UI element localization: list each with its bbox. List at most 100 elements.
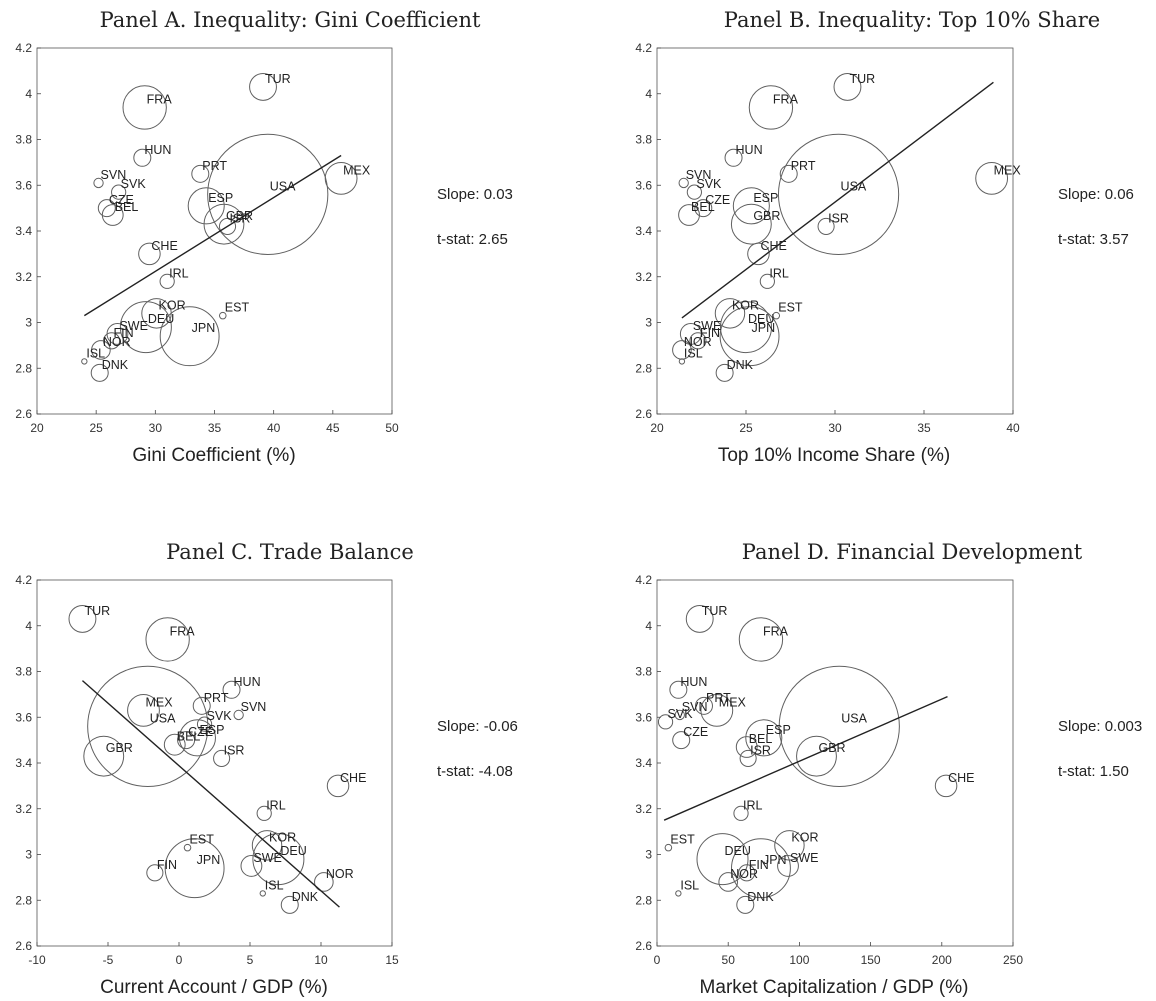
panel-d-slope-text: Slope: 0.003 (1058, 718, 1142, 735)
panel-c-title: Panel C. Trade Balance (166, 540, 414, 564)
point-label-prt: PRT (706, 691, 731, 705)
panel-d-x-tick-label: 0 (654, 953, 661, 967)
bubble-jpn (719, 306, 780, 367)
bubble-isl (675, 890, 682, 897)
point-label-svn: SVN (101, 168, 127, 182)
panel-b-y-tick-label: 3.4 (635, 224, 652, 238)
point-label-prt: PRT (204, 691, 229, 705)
panel-b-x-tick-label: 40 (1006, 421, 1020, 435)
point-label-swe: SWE (119, 319, 147, 333)
panel-b-x-tick-label: 25 (739, 421, 753, 435)
panel-a-title: Panel A. Inequality: Gini Coefficient (100, 8, 481, 32)
bubble-isl (81, 358, 88, 365)
bubble-deu (720, 301, 772, 354)
panel-a-x-tick-label: 50 (385, 421, 399, 435)
panel-c-y-tick-label: 4.2 (15, 573, 32, 587)
point-label-cze: CZE (705, 193, 730, 207)
panel-c-x-tick-label: 5 (247, 953, 254, 967)
point-label-isl: ISL (680, 878, 699, 892)
bubble-fra (738, 617, 784, 662)
panel-d-y-tick-label: 2.8 (635, 893, 652, 907)
panel-c-marks: -10 -5 0 5 10 15 2.6 2.8 3 3.2 3.4 3.6 3.8 4 4.2 TUR FRA… (15, 573, 399, 967)
bubble-jpn (159, 306, 220, 367)
panel-c: Panel C. Trade Balance -10 -5 0 5 10 15 2.6 2.8… (15, 540, 518, 998)
point-label-swe: SWE (253, 851, 281, 865)
panel-c-y-tick-label: 3.4 (15, 756, 32, 770)
point-label-isr: ISR (224, 743, 245, 757)
panel-c-x-tick-label: 15 (385, 953, 399, 967)
panel-d-title: Panel D. Financial Development (742, 540, 1083, 564)
bubble-svn (93, 177, 104, 189)
panel-d-y-tick-label: 2.6 (635, 939, 652, 953)
point-label-svk: SVK (668, 707, 694, 721)
point-label-jpn: JPN (192, 321, 216, 335)
point-label-est: EST (670, 833, 695, 847)
bubble-tur (249, 72, 277, 101)
panel-c-y-tick-label: 3 (25, 848, 32, 862)
point-label-gbr: GBR (106, 741, 133, 755)
point-label-bel: BEL (691, 200, 715, 214)
bubble-bel (101, 204, 124, 226)
point-label-svn: SVN (686, 168, 712, 182)
bubble-tur (833, 72, 862, 101)
panel-c-tstat-text: t-stat: -4.08 (437, 763, 513, 780)
point-label-deu: DEU (725, 844, 751, 858)
panel-b-x-axis-label: Top 10% Income Share (%) (718, 445, 950, 466)
bubble-bel (163, 733, 186, 756)
point-label-fin: FIN (157, 858, 177, 872)
panel-a-x-tick-label: 20 (30, 421, 44, 435)
bubble-fra (122, 85, 167, 130)
point-label-kor: KOR (269, 830, 296, 844)
point-label-isl: ISL (86, 346, 105, 360)
bubble-prt (779, 164, 798, 183)
point-label-fin: FIN (700, 326, 720, 340)
bubble-isr (213, 749, 231, 767)
panel-a-x-tick-label: 45 (326, 421, 340, 435)
panel-a-y-tick-label: 2.6 (15, 407, 32, 421)
point-label-prt: PRT (791, 159, 816, 173)
point-label-isl: ISL (684, 346, 703, 360)
point-label-irl: IRL (169, 266, 189, 280)
bubble-svn (233, 709, 244, 721)
panel-b-marks: 20 25 30 35 40 2.6 2.8 3 3.2 3.4 3.6 3.8 4 4.2 TUR FRA H… (635, 41, 1021, 435)
bubble-deu (119, 301, 172, 354)
panel-b-y-tick-label: 3.8 (635, 133, 652, 147)
panel-c-y-tick-label: 2.8 (15, 893, 32, 907)
panel-c-fit-line (81, 680, 340, 908)
panel-d-x-axis-label: Market Capitalization / GDP (%) (700, 977, 969, 998)
point-label-hun: HUN (144, 143, 171, 157)
panel-b-y-tick-label: 4 (645, 87, 652, 101)
panel-d-marks: 0 50 100 150 200 250 2.6 2.8 3 3.2 3.4 3.6 3.8 4 4.2 TU… (635, 573, 1023, 967)
panel-b-plot-area (656, 47, 1014, 415)
point-label-irl: IRL (743, 798, 763, 812)
point-label-nor: NOR (326, 867, 354, 881)
panel-b-x-tick-label: 30 (828, 421, 842, 435)
point-label-svk: SVK (207, 709, 233, 723)
bubble-nor (314, 872, 334, 892)
point-label-jpn: JPN (197, 853, 221, 867)
bubble-swe (240, 855, 263, 877)
panel-b-y-tick-label: 3.6 (635, 178, 652, 192)
panel-c-y-tick-label: 4 (25, 619, 32, 633)
panel-a-y-tick-label: 4.2 (15, 41, 32, 55)
bubble-hun (133, 148, 152, 167)
bubble-hun (222, 680, 241, 699)
point-label-usa: USA (841, 179, 867, 193)
point-label-deu: DEU (748, 312, 774, 326)
point-label-dnk: DNK (102, 358, 129, 372)
panel-a-y-tick-label: 4 (25, 87, 32, 101)
bubble-svn (674, 709, 685, 721)
point-label-mex: MEX (994, 163, 1022, 177)
point-label-dnk: DNK (292, 890, 319, 904)
point-label-bel: BEL (749, 732, 773, 746)
panel-a-x-tick-label: 30 (149, 421, 163, 435)
bubble-esp (187, 187, 225, 225)
bubble-prt (694, 696, 713, 715)
point-label-irl: IRL (266, 798, 286, 812)
panel-d-x-tick-label: 200 (932, 953, 952, 967)
bubble-esp (178, 719, 216, 757)
panel-c-y-tick-label: 3.2 (15, 802, 32, 816)
bubble-deu (252, 833, 305, 886)
bubble-gbr (83, 735, 125, 777)
panel-d-y-tick-label: 4.2 (635, 573, 652, 587)
